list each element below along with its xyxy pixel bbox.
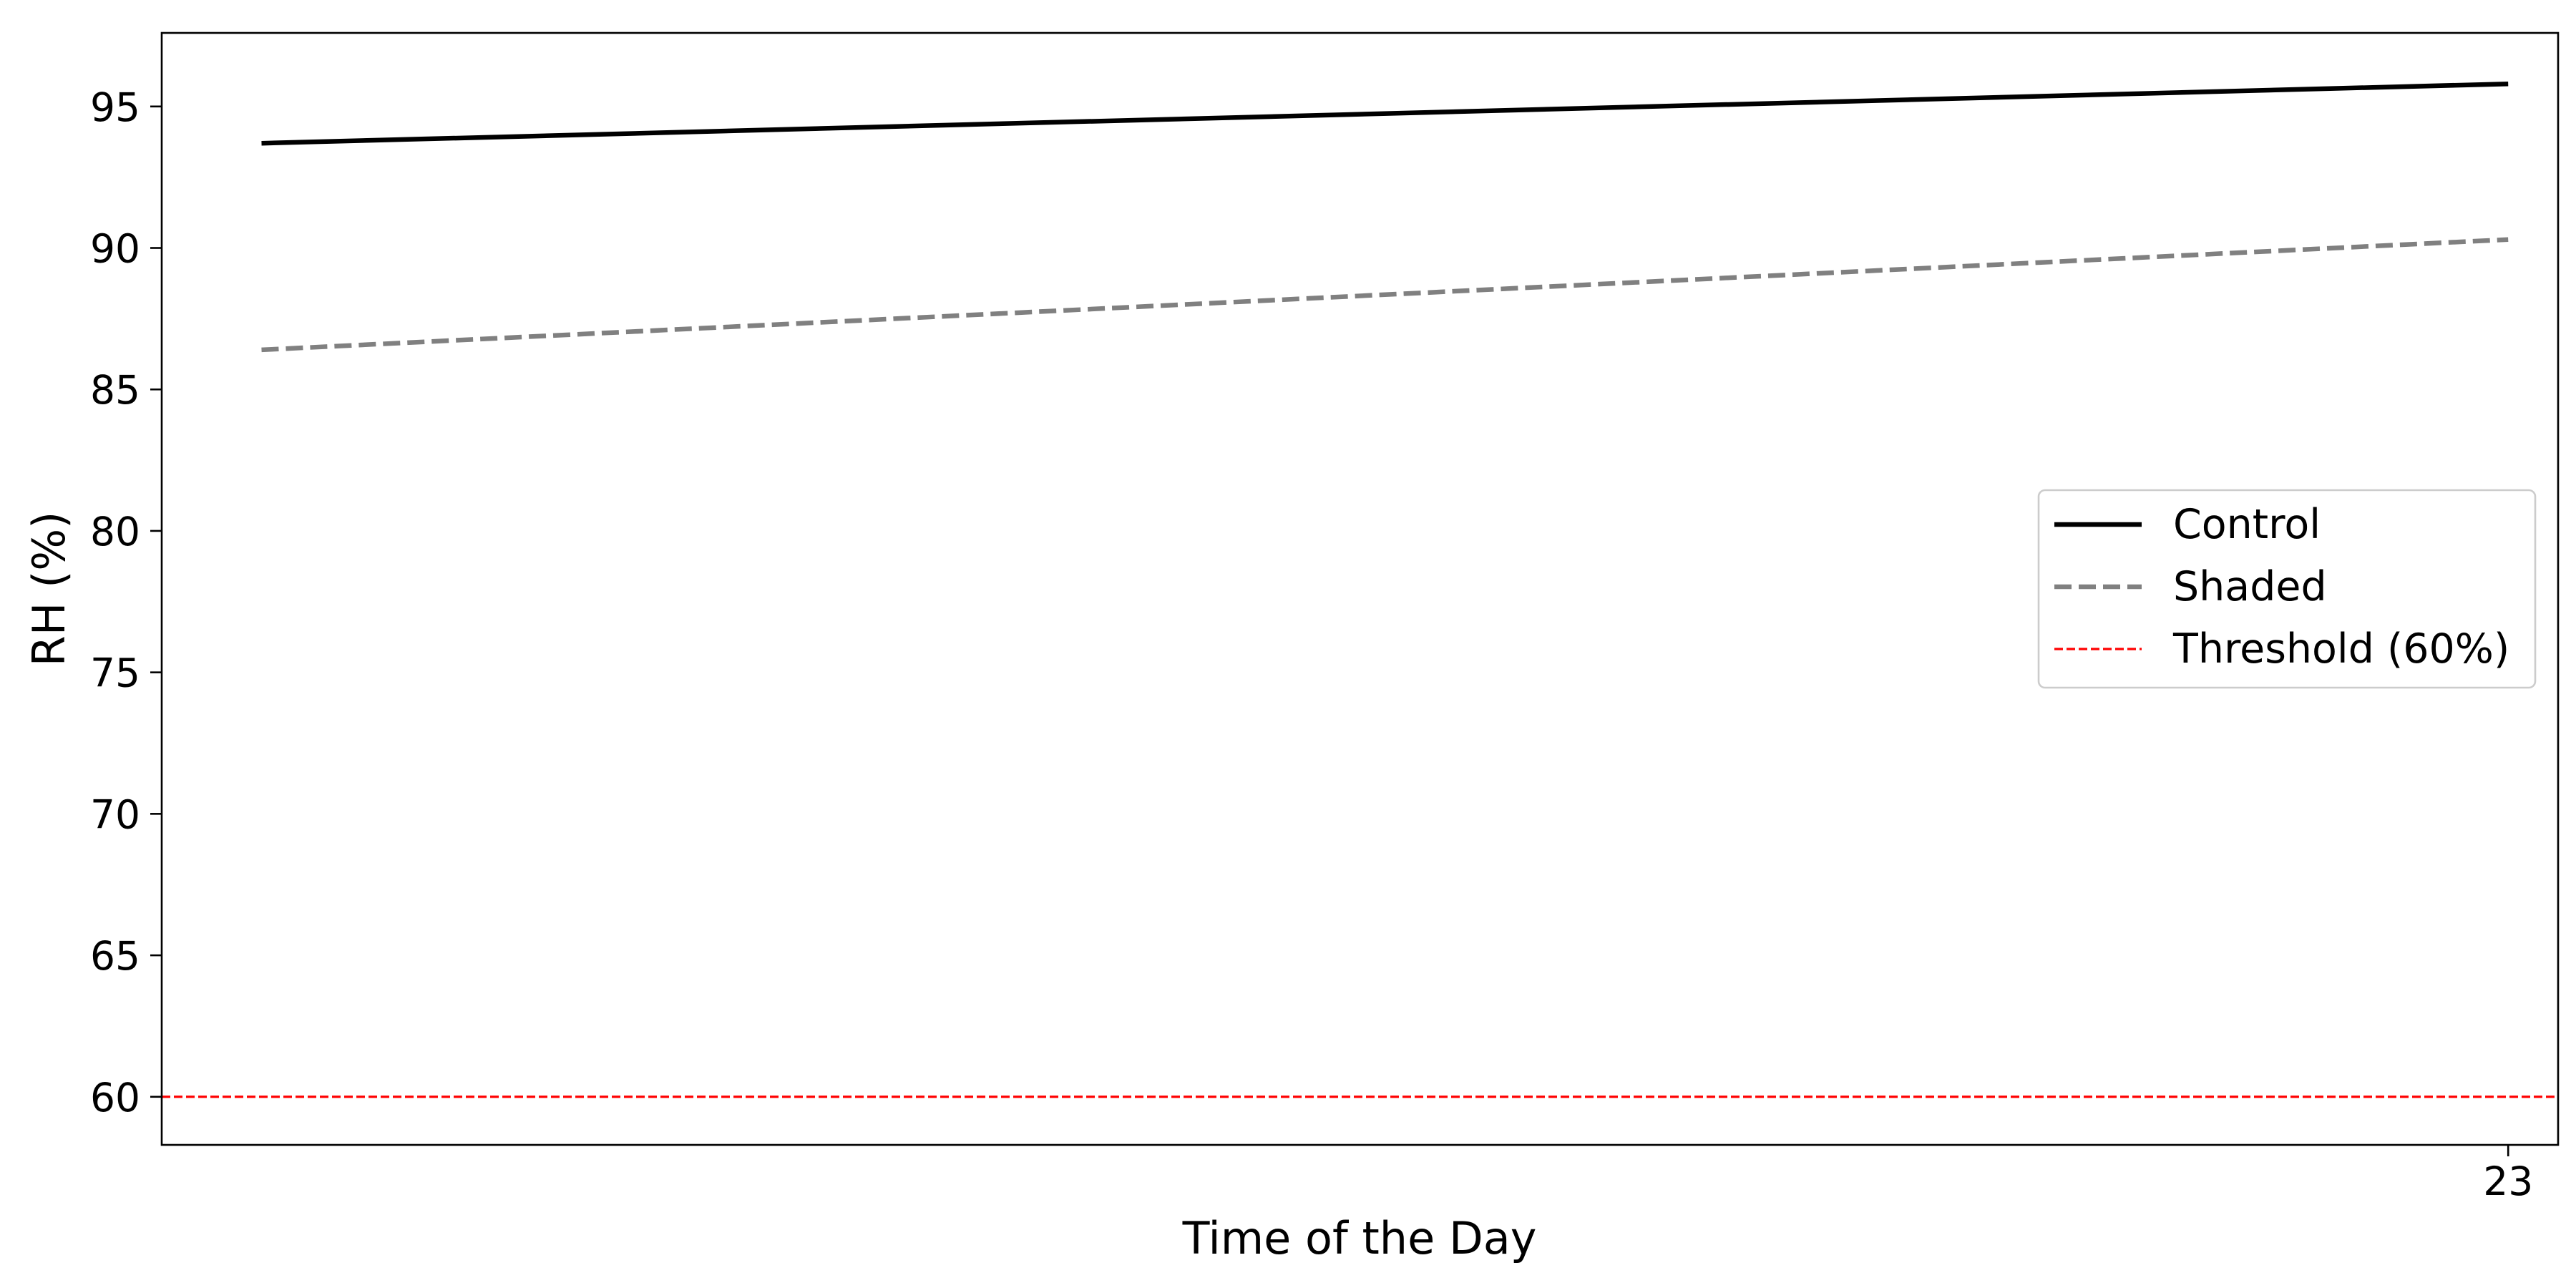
y-tick-label: 70: [90, 791, 140, 837]
legend-label-shaded: Shaded: [2173, 563, 2327, 610]
y-tick-label: 85: [90, 367, 140, 413]
x-tick-label: 23: [2483, 1158, 2533, 1204]
x-axis-label: Time of the Day: [1182, 1212, 1537, 1264]
series-line-control: [261, 81, 2509, 146]
y-tick-label: 65: [90, 933, 140, 979]
y-tick-label: 90: [90, 226, 140, 272]
legend: Control Shaded Threshold (60%): [2037, 489, 2537, 689]
y-axis: 60 65 70 75 80 85 90 95: [90, 84, 162, 1121]
series-line-shaded: [261, 237, 2509, 353]
series-layer: [261, 81, 2509, 353]
plot-area: [160, 31, 2560, 1146]
plot-frame: [160, 31, 2560, 1146]
y-tick-label: 95: [90, 84, 140, 130]
legend-label-threshold: Threshold (60%): [2172, 625, 2509, 673]
y-tick-label: 80: [90, 509, 140, 555]
legend-label-control: Control: [2173, 501, 2321, 548]
y-axis-label: RH (%): [23, 512, 75, 667]
y-tick-label: 75: [90, 650, 140, 696]
legend-frame: [2037, 489, 2537, 689]
x-axis: 23: [2483, 1145, 2533, 1204]
y-tick-label: 60: [90, 1075, 140, 1121]
